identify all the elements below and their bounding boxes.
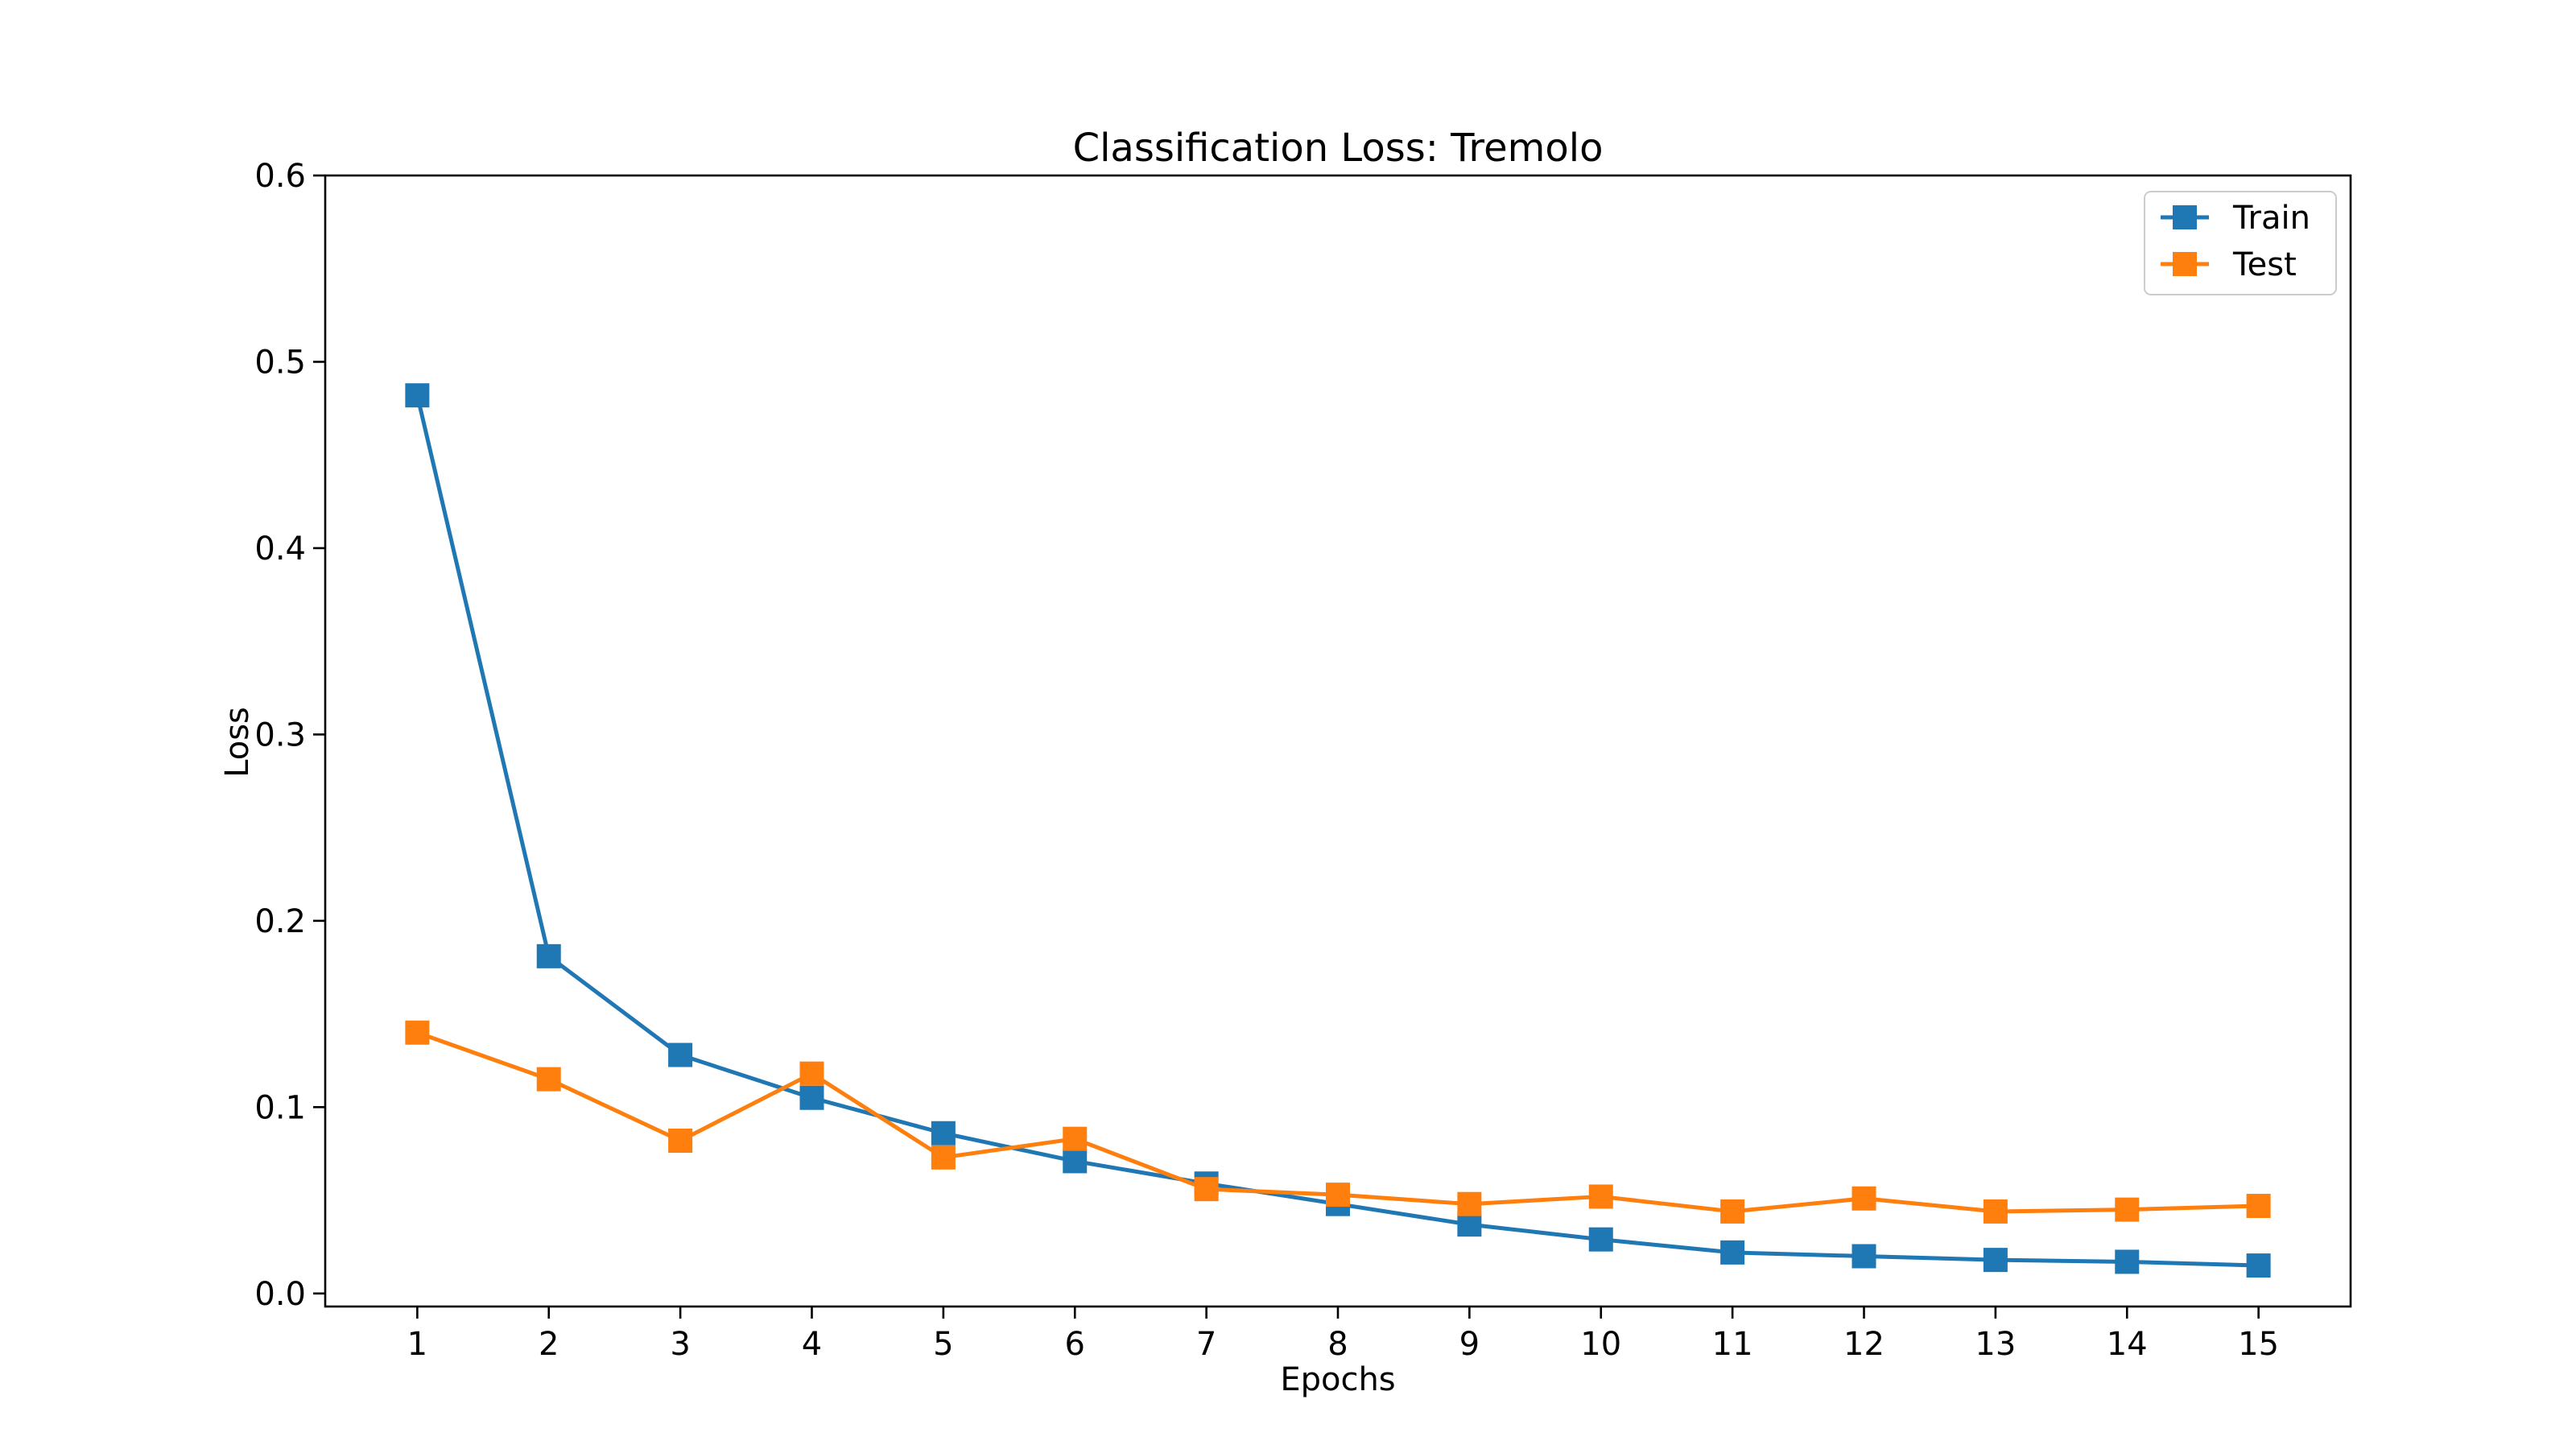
x-tick-label: 11 [1712, 1326, 1753, 1363]
y-tick-label: 0.1 [254, 1089, 306, 1126]
data-point-train [799, 1085, 824, 1110]
x-axis-label: Epochs [1280, 1361, 1395, 1398]
x-tick-label: 8 [1327, 1326, 1348, 1363]
x-tick-label: 3 [670, 1326, 690, 1363]
legend-label-test: Test [2232, 246, 2297, 283]
x-tick-label: 13 [1975, 1326, 2016, 1363]
x-tick-label: 6 [1065, 1326, 1085, 1363]
x-tick-label: 7 [1196, 1326, 1216, 1363]
data-point-train [1588, 1227, 1613, 1252]
y-tick-label: 0.6 [254, 158, 306, 195]
data-point-test [1852, 1186, 1876, 1211]
data-point-test [1720, 1199, 1745, 1224]
data-point-test [2115, 1197, 2140, 1222]
data-point-train [405, 383, 430, 408]
x-tick-label: 15 [2238, 1326, 2279, 1363]
data-point-test [799, 1061, 824, 1086]
data-point-test [536, 1067, 561, 1092]
data-point-train [1457, 1212, 1482, 1237]
data-point-train [931, 1121, 956, 1146]
legend: Train Test [2144, 191, 2337, 295]
x-tick-label: 9 [1459, 1326, 1480, 1363]
x-tick-label: 1 [407, 1326, 427, 1363]
legend-label-train: Train [2232, 200, 2310, 237]
data-point-test [1588, 1184, 1613, 1209]
y-tick-label: 0.2 [254, 903, 306, 940]
y-axis: 0.0 0.1 0.2 0.3 0.4 0.5 0.6 [254, 158, 325, 1313]
data-point-train [2246, 1253, 2271, 1278]
data-point-test [1326, 1183, 1350, 1208]
y-tick-label: 0.4 [254, 530, 306, 568]
x-tick-label: 10 [1580, 1326, 1621, 1363]
x-tick-label: 5 [933, 1326, 953, 1363]
data-point-test [1983, 1199, 2008, 1224]
data-point-train [1852, 1244, 1876, 1269]
data-point-train [1720, 1240, 1745, 1265]
series-layer [405, 383, 2271, 1278]
legend-marker-test [2173, 252, 2197, 276]
series-test [405, 1020, 2271, 1224]
y-axis-label: Loss [219, 707, 256, 778]
y-tick-label: 0.5 [254, 344, 306, 381]
data-point-train [668, 1042, 693, 1067]
data-point-test [2246, 1194, 2271, 1219]
x-axis: 1 2 3 4 5 6 7 8 9 10 11 12 13 14 15 [407, 1307, 2279, 1363]
x-tick-label: 14 [2107, 1326, 2148, 1363]
x-tick-label: 2 [539, 1326, 559, 1363]
x-tick-label: 4 [802, 1326, 822, 1363]
data-point-test [1457, 1191, 1482, 1216]
data-point-train [2115, 1249, 2140, 1274]
data-point-train [1983, 1248, 2008, 1273]
data-point-test [1063, 1126, 1088, 1151]
data-point-test [405, 1020, 430, 1045]
y-tick-label: 0.3 [254, 716, 306, 753]
x-tick-label: 12 [1843, 1326, 1885, 1363]
data-point-train [1063, 1149, 1088, 1174]
data-point-test [1194, 1177, 1219, 1202]
legend-marker-train [2173, 205, 2197, 229]
data-point-test [668, 1128, 693, 1153]
data-point-test [931, 1145, 956, 1170]
chart-title: Classification Loss: Tremolo [1073, 126, 1604, 171]
y-tick-label: 0.0 [254, 1276, 306, 1313]
data-point-train [536, 943, 561, 968]
